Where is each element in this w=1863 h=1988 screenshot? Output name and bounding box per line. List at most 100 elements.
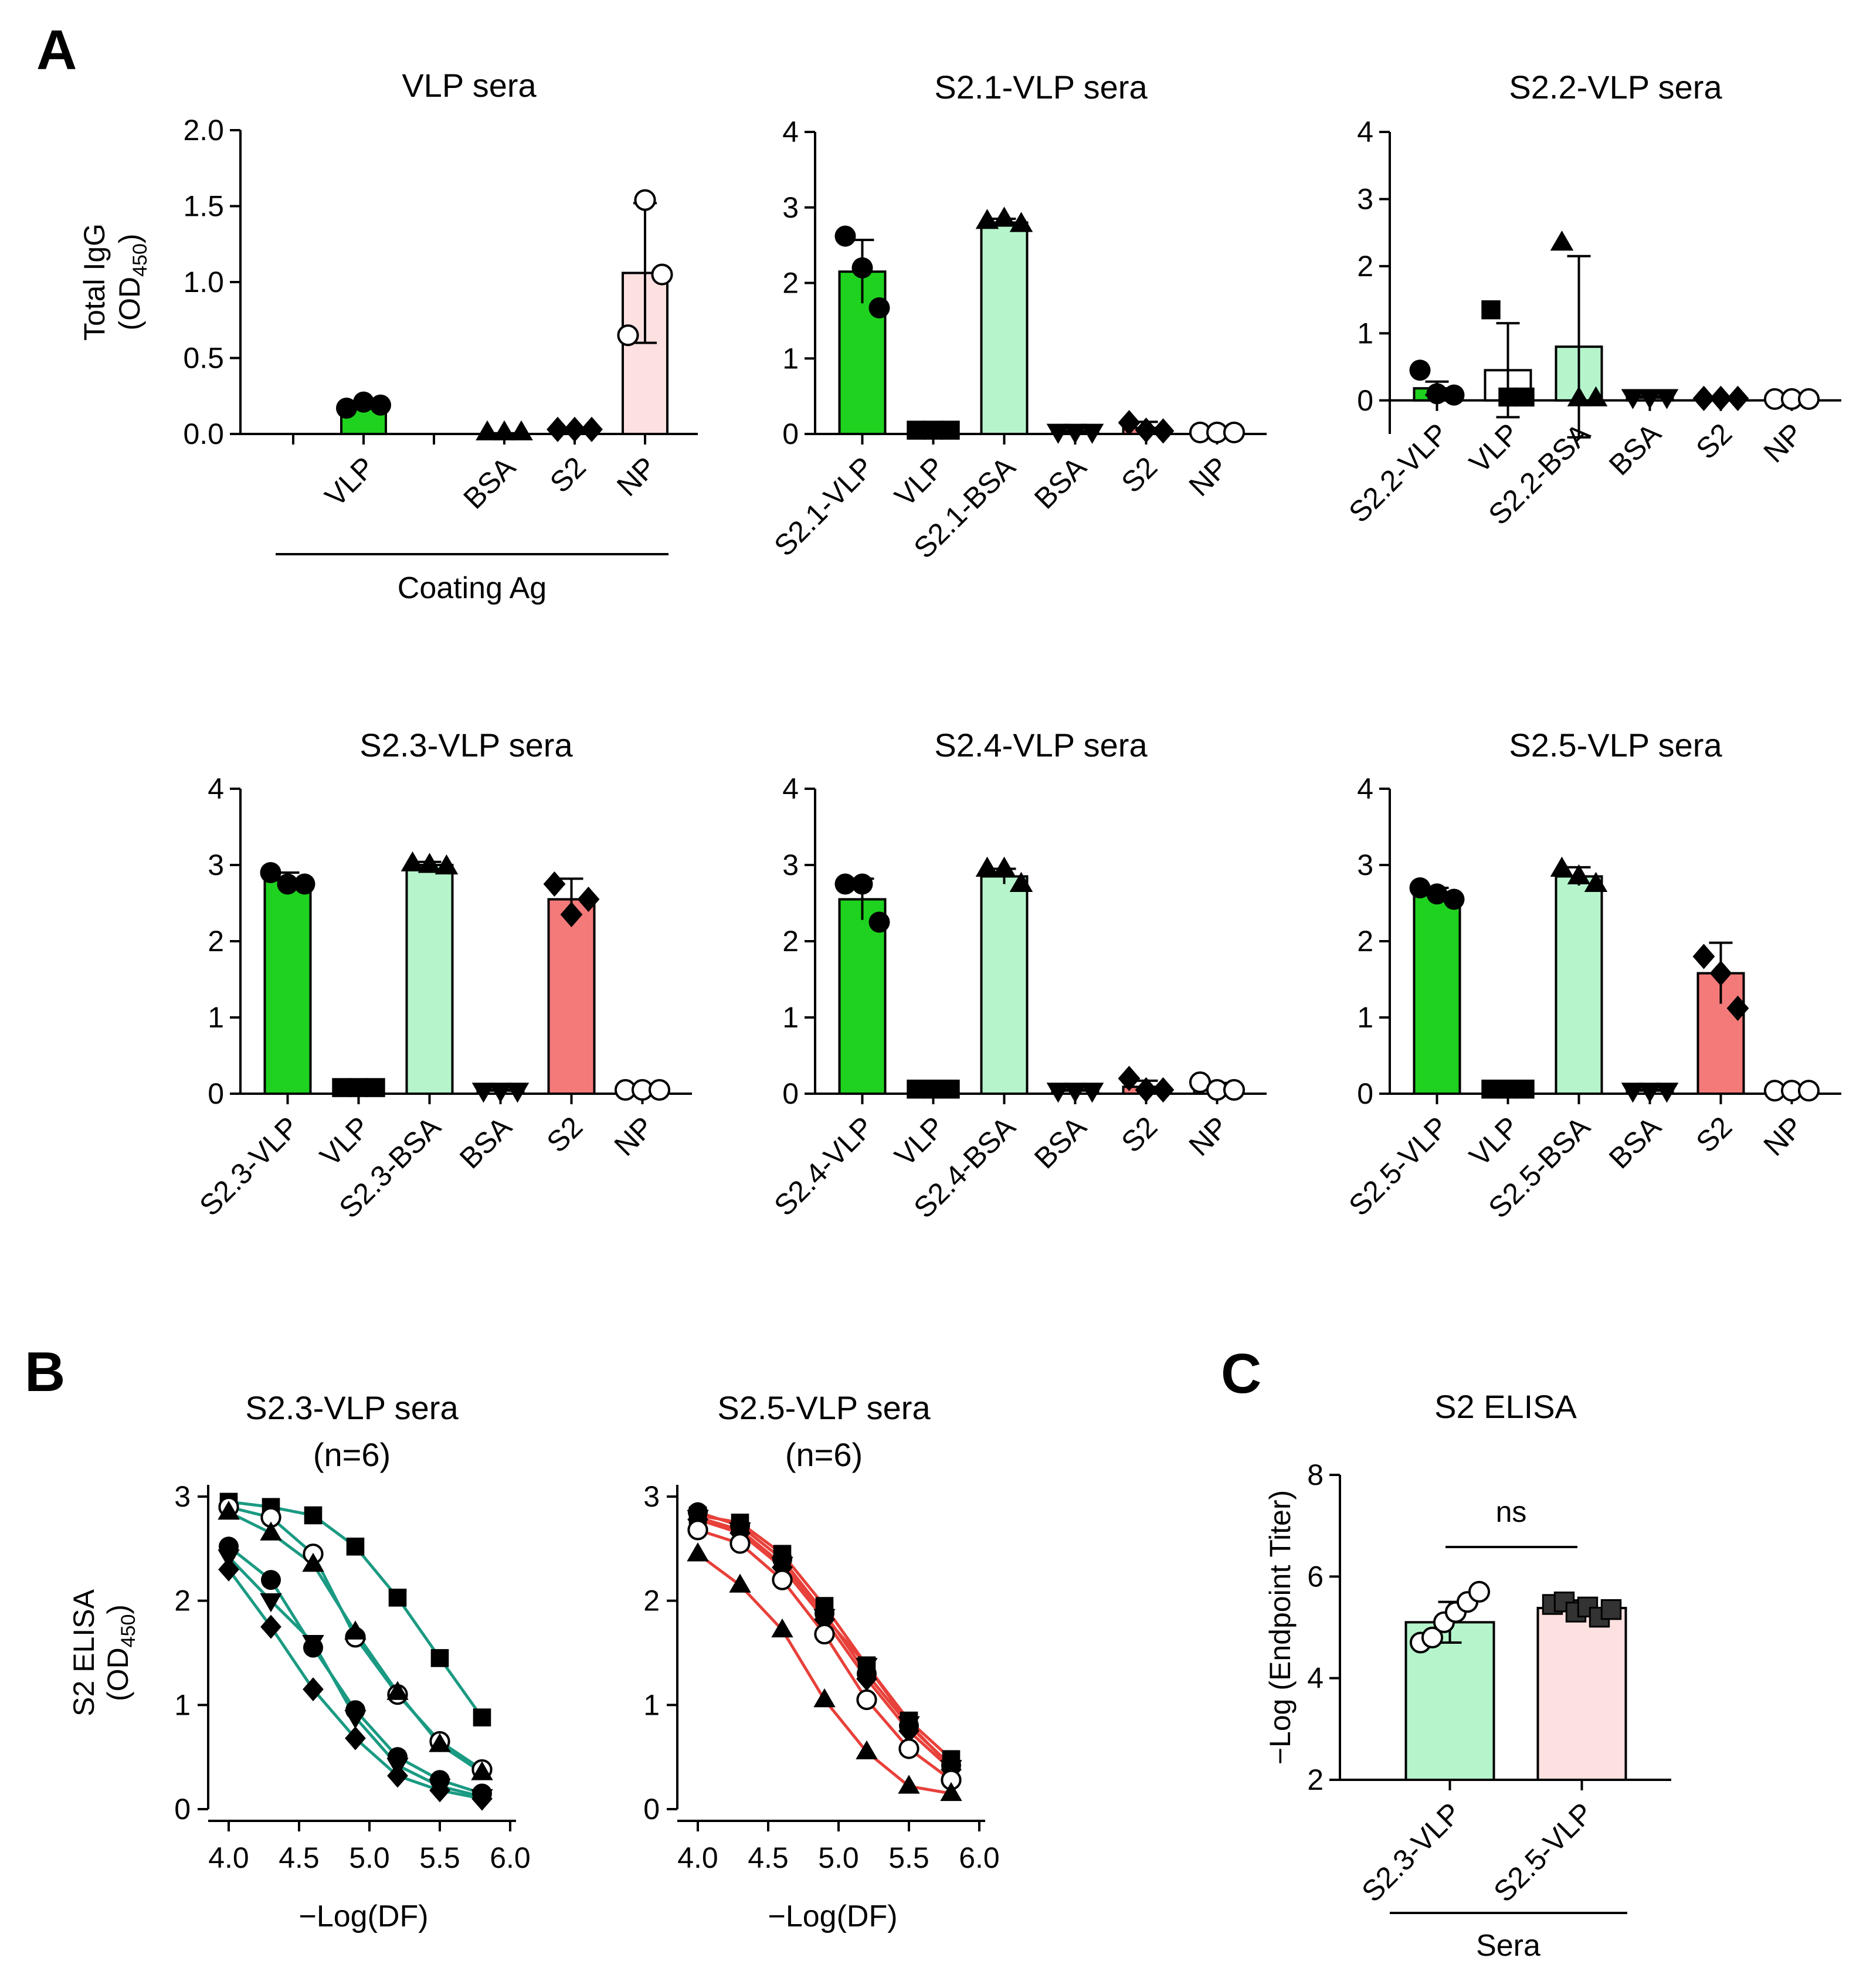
chart-title: S2.5-VLP sera bbox=[1509, 727, 1722, 764]
data-point bbox=[505, 1083, 530, 1103]
data-point-mouse-1 bbox=[346, 1537, 365, 1556]
data-point-mouse-6 bbox=[813, 1688, 836, 1708]
data-point bbox=[975, 856, 999, 877]
data-point bbox=[1797, 1080, 1820, 1102]
data-point-mouse-1 bbox=[473, 1708, 491, 1726]
data-point-mouse-6 bbox=[387, 1763, 408, 1788]
data-point-mouse-6 bbox=[898, 1775, 920, 1794]
data-point bbox=[581, 416, 603, 442]
x-tick-label: NP bbox=[1183, 450, 1235, 503]
data-point-mouse-3 bbox=[429, 1733, 451, 1752]
chart-c-s2-elisa: S2 ELISA 2 4 6 8 −Log (Endpoint Titer) S2.3-VL… bbox=[1264, 1388, 1671, 1963]
data-point bbox=[1692, 385, 1715, 411]
data-point bbox=[617, 324, 639, 347]
y-tick-label: 1 bbox=[782, 1001, 799, 1034]
y-tick-label: 2 bbox=[782, 925, 799, 958]
bar-s2-3-vlp bbox=[263, 879, 312, 1095]
x-tick-label: NP bbox=[608, 1110, 660, 1162]
y-tick-label: 1 bbox=[782, 342, 799, 375]
data-point bbox=[851, 257, 873, 279]
data-point bbox=[1481, 1080, 1501, 1099]
y-tick-label: 3 bbox=[643, 1480, 660, 1513]
data-point bbox=[1063, 423, 1087, 444]
data-point bbox=[471, 1083, 496, 1103]
x-tick-label: S2 bbox=[1689, 417, 1738, 466]
data-point-mouse-5 bbox=[898, 1738, 919, 1759]
x-tick-label: 5.0 bbox=[818, 1841, 859, 1874]
data-point bbox=[941, 420, 960, 440]
data-point bbox=[1709, 961, 1732, 986]
data-point bbox=[924, 420, 943, 440]
y-tick-label: 0 bbox=[174, 1793, 191, 1826]
x-tick-label: VLP bbox=[318, 450, 381, 513]
y-tick-label: 0 bbox=[643, 1793, 660, 1826]
x-tick-label: S2.3-VLP bbox=[1355, 1796, 1467, 1908]
x-tick-label: S2 bbox=[1689, 1110, 1738, 1159]
y-tick-label: 6 bbox=[1307, 1560, 1324, 1593]
data-point bbox=[1567, 864, 1591, 884]
x-tick-label: BSA bbox=[1028, 1110, 1093, 1175]
data-point bbox=[1118, 1066, 1141, 1091]
x-tick-label: 5.0 bbox=[349, 1841, 390, 1874]
data-point bbox=[1600, 1599, 1622, 1620]
x-tick-label: BSA bbox=[1603, 1110, 1668, 1175]
data-point bbox=[907, 420, 926, 440]
data-point bbox=[868, 911, 890, 933]
x-tick-label: VLP bbox=[1463, 417, 1525, 479]
y-tick-label: 4 bbox=[1357, 772, 1373, 805]
bar-s2-5-vlp bbox=[1536, 1607, 1627, 1781]
data-point bbox=[294, 873, 315, 895]
x-tick-label: 4.0 bbox=[208, 1841, 249, 1874]
y-tick-label: 3 bbox=[782, 191, 799, 224]
bar-s2-5-bsa bbox=[1555, 875, 1603, 1095]
y-tick-label: 1 bbox=[1357, 317, 1373, 350]
data-point bbox=[1621, 1083, 1645, 1103]
x-tick-label: S2 bbox=[544, 450, 592, 499]
data-point bbox=[510, 420, 533, 440]
y-tick-label: 2 bbox=[1357, 925, 1373, 958]
data-point bbox=[1655, 1083, 1679, 1103]
data-point-mouse-6 bbox=[856, 1740, 878, 1760]
data-point-mouse-5 bbox=[729, 1533, 751, 1554]
data-point bbox=[1638, 389, 1662, 409]
data-point-mouse-6 bbox=[940, 1782, 962, 1802]
x-tick-label: S2 bbox=[1115, 450, 1163, 499]
data-point bbox=[941, 1080, 960, 1099]
data-point bbox=[1080, 423, 1104, 444]
y-tick-label: 1 bbox=[643, 1688, 660, 1721]
data-point-mouse-4 bbox=[687, 1507, 708, 1532]
data-point-mouse-4 bbox=[898, 1719, 919, 1743]
data-point-mouse-5 bbox=[814, 1623, 835, 1645]
data-point bbox=[1638, 1083, 1662, 1103]
data-point bbox=[1421, 1626, 1444, 1648]
data-point bbox=[1443, 888, 1465, 910]
data-point bbox=[560, 901, 583, 928]
data-point-mouse-5 bbox=[772, 1569, 793, 1590]
y-axis-label: −Log (Endpoint Titer) bbox=[1264, 1490, 1297, 1765]
data-point bbox=[1481, 300, 1501, 320]
chart-title: S2.3-VLP sera bbox=[245, 1389, 459, 1426]
data-point bbox=[1080, 1083, 1104, 1103]
x-axis-label: Sera bbox=[1476, 1929, 1540, 1963]
x-tick-label: NP bbox=[1757, 1110, 1810, 1162]
bar-s2-5-vlp bbox=[1413, 893, 1461, 1095]
x-tick-label: VLP bbox=[888, 1110, 951, 1172]
y-tick-label: 1.5 bbox=[183, 190, 224, 223]
y-axis-label: S2 ELISA bbox=[67, 1589, 100, 1716]
x-tick-label: BSA bbox=[1028, 450, 1093, 515]
y-tick-label: 4 bbox=[1357, 116, 1373, 148]
x-tick-label: S2.5-VLP bbox=[1342, 1110, 1454, 1222]
chart-title: S2.3-VLP sera bbox=[359, 727, 573, 764]
data-point-mouse-3 bbox=[302, 1552, 324, 1572]
data-point-mouse-6 bbox=[471, 1786, 493, 1811]
data-point bbox=[349, 1078, 368, 1097]
y-tick-label: 0.0 bbox=[183, 418, 224, 450]
data-point bbox=[1152, 1077, 1175, 1103]
data-point bbox=[1498, 1080, 1518, 1099]
y-tick-label: 2 bbox=[1357, 250, 1373, 283]
data-point-mouse-4 bbox=[941, 1758, 962, 1782]
panel-letter-a: A bbox=[36, 19, 77, 82]
data-point bbox=[370, 394, 391, 416]
